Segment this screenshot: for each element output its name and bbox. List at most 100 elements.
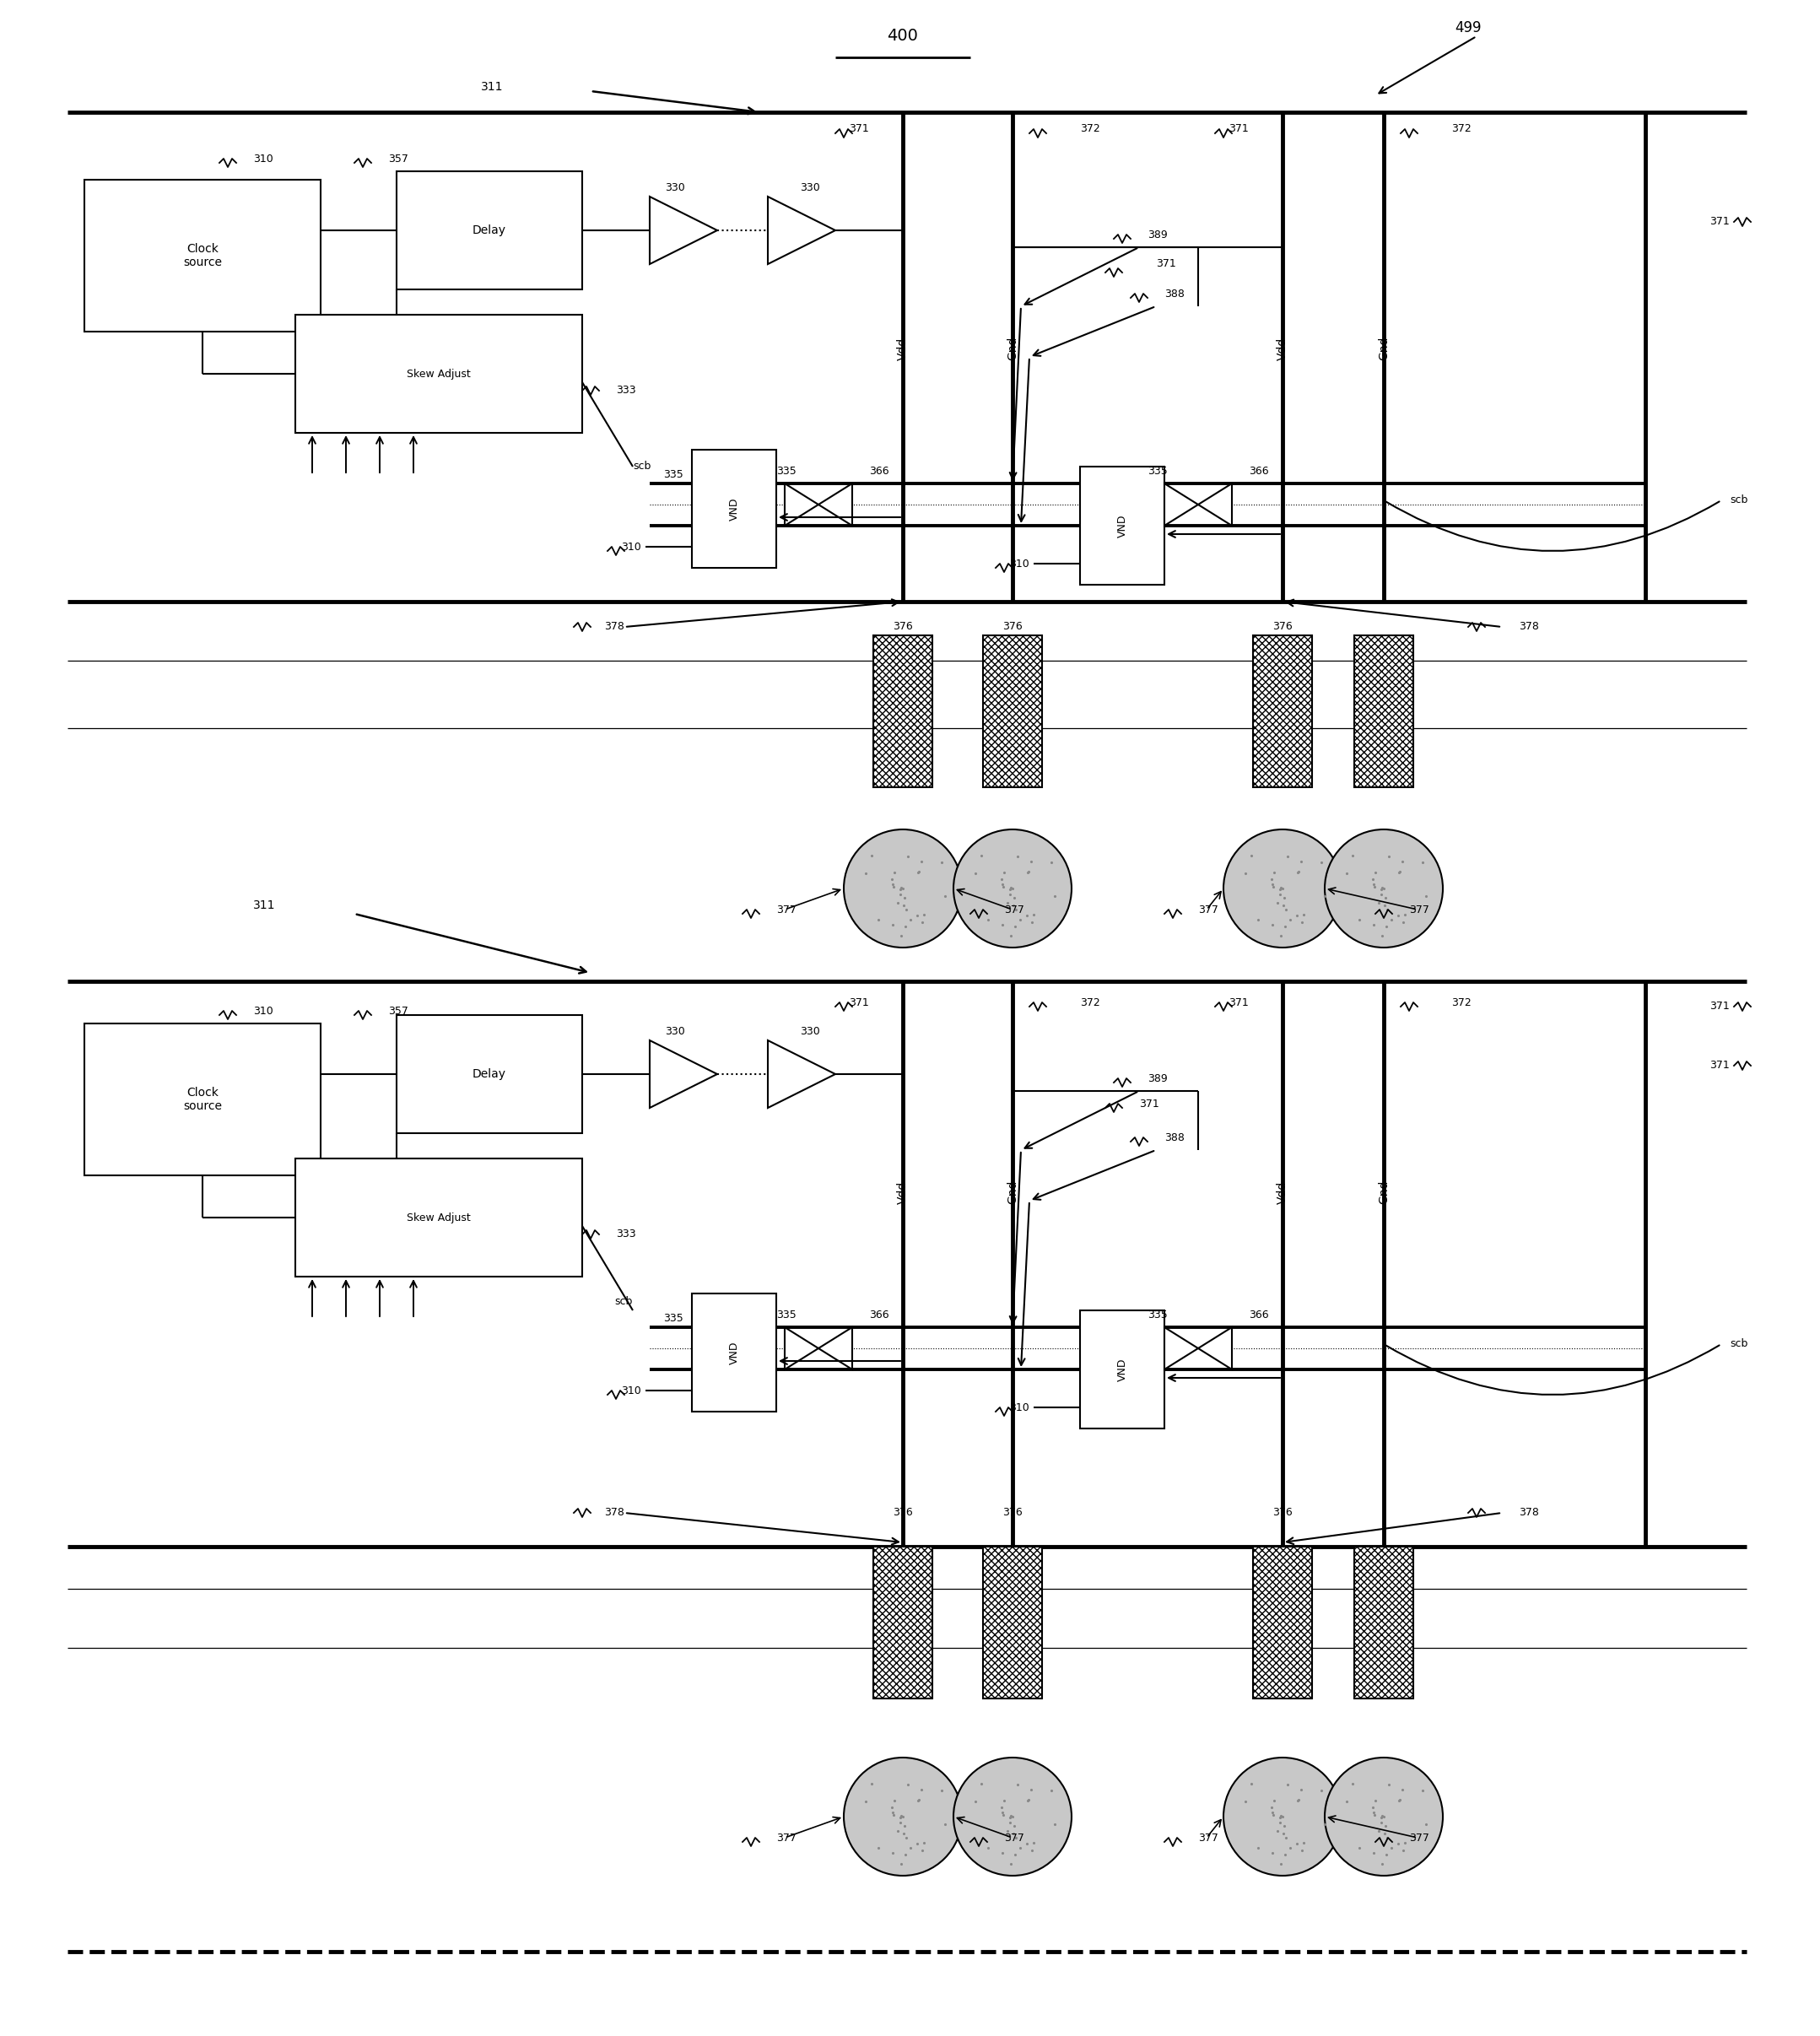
Bar [1354,1547,1414,1698]
Polygon shape [1198,483,1232,525]
Text: 389: 389 [1148,1073,1168,1083]
Bar [397,1016,582,1134]
Circle shape [844,829,963,947]
Text: VND: VND [1117,513,1128,538]
Text: 377: 377 [1005,1832,1025,1843]
Bar [295,1158,582,1277]
Bar [295,316,582,434]
Text: 333: 333 [615,1230,635,1240]
Bar [1252,635,1312,788]
Text: 377: 377 [777,904,797,914]
Text: 311: 311 [480,81,504,94]
Text: 372: 372 [1451,998,1471,1008]
Text: 371: 371 [850,998,870,1008]
Text: 372: 372 [1451,124,1471,134]
Bar [983,1547,1043,1698]
Bar [983,635,1043,788]
Text: 389: 389 [1148,230,1168,240]
Text: 378: 378 [604,621,624,633]
Polygon shape [650,1040,717,1108]
Polygon shape [784,1327,819,1370]
Text: 400: 400 [888,29,919,45]
Circle shape [1325,1757,1443,1875]
Text: Gnd: Gnd [1378,336,1390,360]
Text: Gnd: Gnd [1378,1181,1390,1203]
Text: 333: 333 [615,385,635,397]
Text: 378: 378 [604,1507,624,1519]
Text: Clock
source: Clock source [184,1087,222,1112]
Text: 335: 335 [1148,1309,1168,1319]
Text: 335: 335 [1148,466,1168,476]
Text: 310: 310 [253,1006,273,1016]
Polygon shape [1165,1327,1198,1370]
Text: 377: 377 [1409,1832,1429,1843]
Text: 371: 371 [1228,124,1249,134]
Text: 335: 335 [777,466,797,476]
Text: 371: 371 [1709,1002,1729,1012]
Bar [84,1024,320,1175]
Text: 371: 371 [1156,259,1176,269]
Text: 388: 388 [1165,289,1185,299]
Text: 311: 311 [253,900,275,912]
Text: Vdd: Vdd [897,338,908,360]
Text: 377: 377 [1409,904,1429,914]
Text: 372: 372 [1079,124,1099,134]
Text: 330: 330 [801,183,821,193]
Text: 376: 376 [1003,621,1023,633]
Text: 371: 371 [850,124,870,134]
Text: 376: 376 [1272,621,1292,633]
Text: Vdd: Vdd [1276,338,1289,360]
Bar [1079,466,1165,584]
Text: VND: VND [1117,1358,1128,1380]
Text: 310: 310 [1010,558,1030,570]
Text: Gnd: Gnd [1006,336,1019,360]
Text: Vdd: Vdd [1276,1181,1289,1203]
Text: 377: 377 [1005,904,1025,914]
Text: Delay: Delay [473,1069,506,1079]
Bar [1354,635,1414,788]
Text: 499: 499 [1454,20,1481,35]
Polygon shape [768,1040,835,1108]
Text: 378: 378 [1518,621,1540,633]
Bar [1079,1311,1165,1429]
Text: 366: 366 [870,1309,888,1319]
Bar [874,635,932,788]
Text: 371: 371 [1709,1061,1729,1071]
Text: 310: 310 [253,153,273,165]
Text: 335: 335 [777,1309,797,1319]
Circle shape [1223,829,1341,947]
Circle shape [954,829,1072,947]
Text: 376: 376 [1003,1507,1023,1519]
Text: VND: VND [728,1342,739,1364]
Bar [1252,1547,1312,1698]
Text: 376: 376 [894,621,914,633]
Text: 372: 372 [1079,998,1099,1008]
Polygon shape [819,1327,852,1370]
Polygon shape [784,483,819,525]
Text: 366: 366 [1249,1309,1269,1319]
Polygon shape [768,197,835,265]
Text: 310: 310 [621,542,641,552]
Bar [692,450,777,568]
Text: 371: 371 [1228,998,1249,1008]
Text: 330: 330 [801,1026,821,1038]
Circle shape [1223,1757,1341,1875]
Text: 357: 357 [388,1006,408,1016]
Polygon shape [1165,483,1198,525]
Text: Vdd: Vdd [897,1181,908,1203]
Text: 371: 371 [1139,1097,1159,1110]
Text: 330: 330 [664,1026,684,1038]
Bar [397,171,582,289]
Text: 377: 377 [777,1832,797,1843]
Text: 377: 377 [1198,1832,1218,1843]
Text: 310: 310 [1010,1403,1030,1413]
Circle shape [844,1757,963,1875]
Text: Skew Adjust: Skew Adjust [408,1211,471,1224]
Text: 366: 366 [870,466,888,476]
Text: 335: 335 [664,470,684,480]
Bar [84,179,320,332]
Text: 376: 376 [1272,1507,1292,1519]
Polygon shape [819,483,852,525]
Polygon shape [1198,1327,1232,1370]
Text: VND: VND [728,497,739,521]
